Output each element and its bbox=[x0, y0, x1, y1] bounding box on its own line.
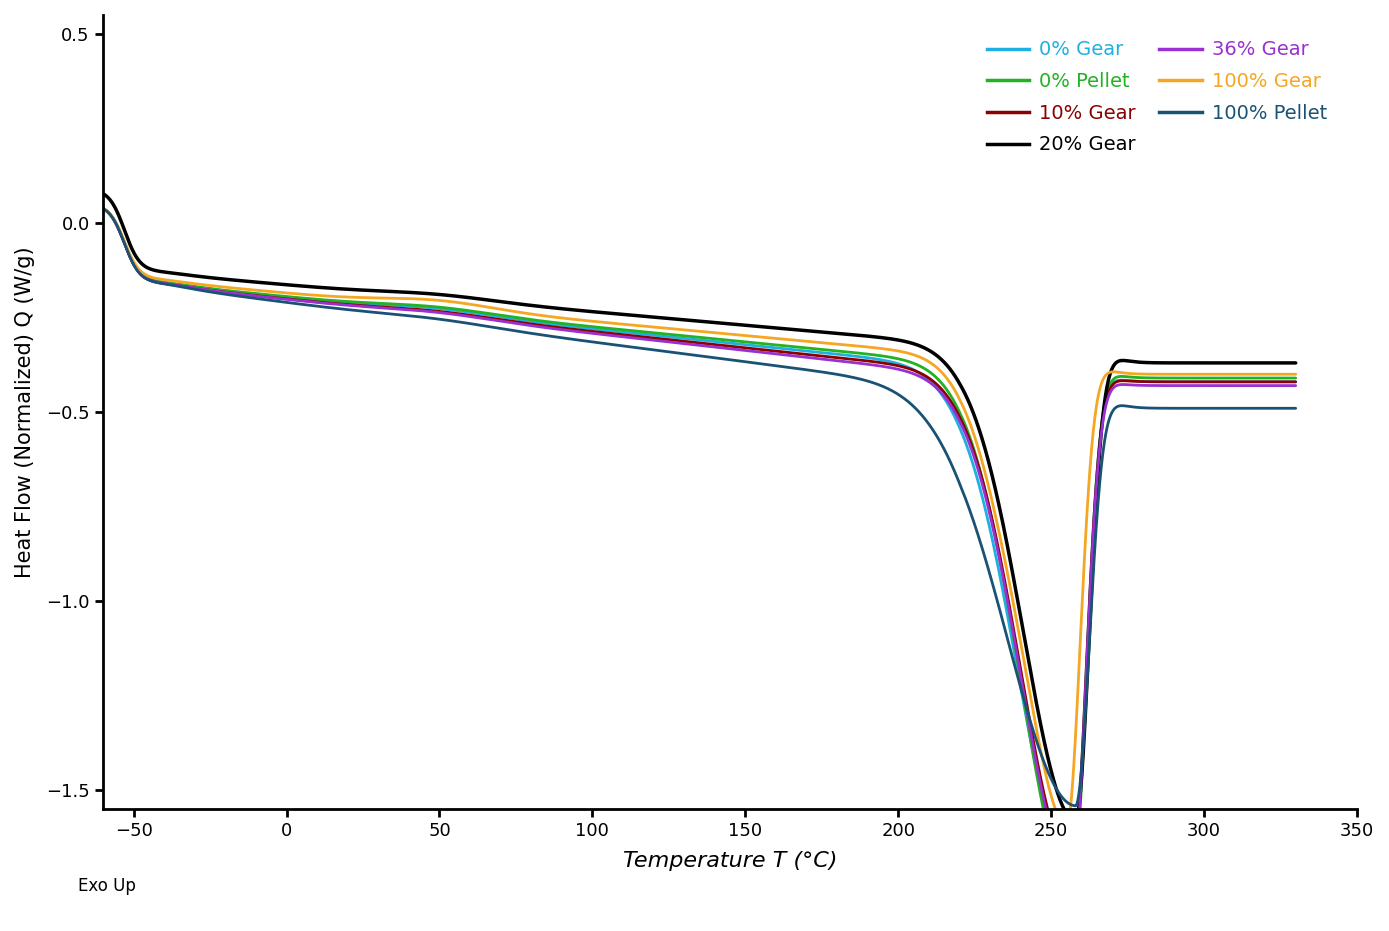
20% Gear bbox=[1136, 357, 1153, 368]
20% Gear bbox=[551, 303, 568, 314]
Line: 100% Pellet: 100% Pellet bbox=[103, 209, 1296, 806]
100% Pellet bbox=[1264, 403, 1281, 414]
20% Gear bbox=[604, 308, 621, 319]
10% Gear bbox=[551, 322, 568, 333]
100% Gear bbox=[94, 203, 111, 214]
10% Gear bbox=[94, 203, 111, 214]
100% Pellet bbox=[1288, 403, 1304, 414]
0% Gear bbox=[1264, 376, 1281, 387]
Line: 100% Gear: 100% Gear bbox=[103, 209, 1296, 827]
X-axis label: Temperature T (°C): Temperature T (°C) bbox=[622, 852, 838, 871]
10% Gear bbox=[1136, 376, 1153, 387]
0% Pellet bbox=[551, 317, 568, 329]
10% Gear bbox=[1264, 376, 1281, 387]
Line: 10% Gear: 10% Gear bbox=[103, 209, 1296, 862]
100% Pellet bbox=[604, 339, 621, 350]
20% Gear bbox=[94, 188, 111, 199]
100% Gear bbox=[1136, 369, 1153, 380]
0% Pellet bbox=[231, 286, 247, 297]
Line: 20% Gear: 20% Gear bbox=[103, 194, 1296, 821]
0% Gear bbox=[301, 294, 318, 305]
100% Pellet bbox=[551, 332, 568, 344]
Line: 0% Pellet: 0% Pellet bbox=[103, 209, 1296, 885]
Line: 0% Gear: 0% Gear bbox=[103, 209, 1296, 866]
0% Pellet bbox=[1064, 880, 1081, 891]
100% Gear bbox=[1058, 821, 1075, 832]
100% Pellet bbox=[301, 300, 318, 311]
10% Gear bbox=[301, 296, 318, 307]
100% Pellet bbox=[1067, 801, 1083, 812]
0% Pellet bbox=[301, 293, 318, 304]
20% Gear bbox=[231, 275, 247, 286]
100% Gear bbox=[1264, 369, 1281, 380]
100% Pellet bbox=[231, 290, 247, 302]
36% Gear bbox=[231, 289, 247, 300]
0% Gear bbox=[551, 319, 568, 331]
0% Pellet bbox=[1264, 372, 1281, 384]
100% Gear bbox=[551, 312, 568, 323]
Y-axis label: Heat Flow (Normalized) Q (W/g): Heat Flow (Normalized) Q (W/g) bbox=[15, 247, 35, 578]
100% Gear bbox=[1288, 369, 1304, 380]
100% Gear bbox=[604, 317, 621, 329]
0% Gear bbox=[231, 287, 247, 298]
36% Gear bbox=[301, 296, 318, 307]
0% Gear bbox=[1136, 376, 1153, 387]
0% Gear bbox=[1064, 860, 1081, 871]
20% Gear bbox=[1067, 816, 1083, 827]
100% Gear bbox=[301, 290, 318, 301]
36% Gear bbox=[1064, 864, 1081, 875]
0% Gear bbox=[94, 203, 111, 214]
0% Pellet bbox=[1288, 372, 1304, 384]
10% Gear bbox=[231, 289, 247, 300]
20% Gear bbox=[1288, 358, 1304, 369]
0% Pellet bbox=[604, 323, 621, 334]
100% Gear bbox=[231, 283, 247, 294]
100% Pellet bbox=[1136, 402, 1153, 413]
0% Gear bbox=[1288, 376, 1304, 387]
Line: 36% Gear: 36% Gear bbox=[103, 209, 1296, 870]
100% Pellet bbox=[94, 203, 111, 214]
0% Gear bbox=[604, 325, 621, 336]
20% Gear bbox=[1264, 358, 1281, 369]
10% Gear bbox=[1288, 376, 1304, 387]
36% Gear bbox=[1264, 380, 1281, 391]
Legend: 0% Gear, 0% Pellet, 10% Gear, 20% Gear, 36% Gear, 100% Gear, 100% Pellet: 0% Gear, 0% Pellet, 10% Gear, 20% Gear, … bbox=[979, 33, 1335, 162]
10% Gear bbox=[604, 328, 621, 339]
36% Gear bbox=[1288, 380, 1304, 391]
36% Gear bbox=[1136, 380, 1153, 391]
20% Gear bbox=[301, 281, 318, 292]
36% Gear bbox=[551, 324, 568, 335]
10% Gear bbox=[1064, 857, 1081, 868]
Text: Exo Up: Exo Up bbox=[78, 877, 136, 895]
36% Gear bbox=[604, 330, 621, 341]
36% Gear bbox=[94, 203, 111, 214]
0% Pellet bbox=[94, 203, 111, 214]
0% Pellet bbox=[1136, 372, 1153, 384]
